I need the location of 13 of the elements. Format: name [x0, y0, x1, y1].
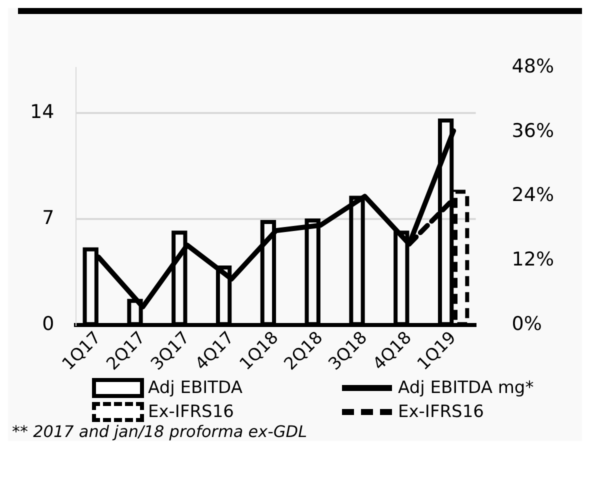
y2-tick-label: 0% [512, 313, 542, 336]
y-tick-label: 7 [42, 206, 54, 229]
legend-label: Ex-IFRS16 [398, 402, 484, 422]
y-tick-label: 0 [42, 313, 54, 336]
y2-tick-label: 48% [512, 55, 554, 78]
legend-label: Adj EBITDA mg* [398, 378, 534, 398]
text: ** 2017 and jan/18 proforma ex-GDL [11, 422, 308, 441]
y2-tick-label: 24% [512, 184, 554, 206]
y2-tick-label: 12% [512, 248, 554, 271]
y2-tick-label: 36% [512, 120, 554, 142]
legend-label: Adj EBITDA [148, 378, 242, 398]
y-tick-label: 14 [30, 100, 54, 123]
legend-label: Ex-IFRS16 [148, 402, 234, 422]
